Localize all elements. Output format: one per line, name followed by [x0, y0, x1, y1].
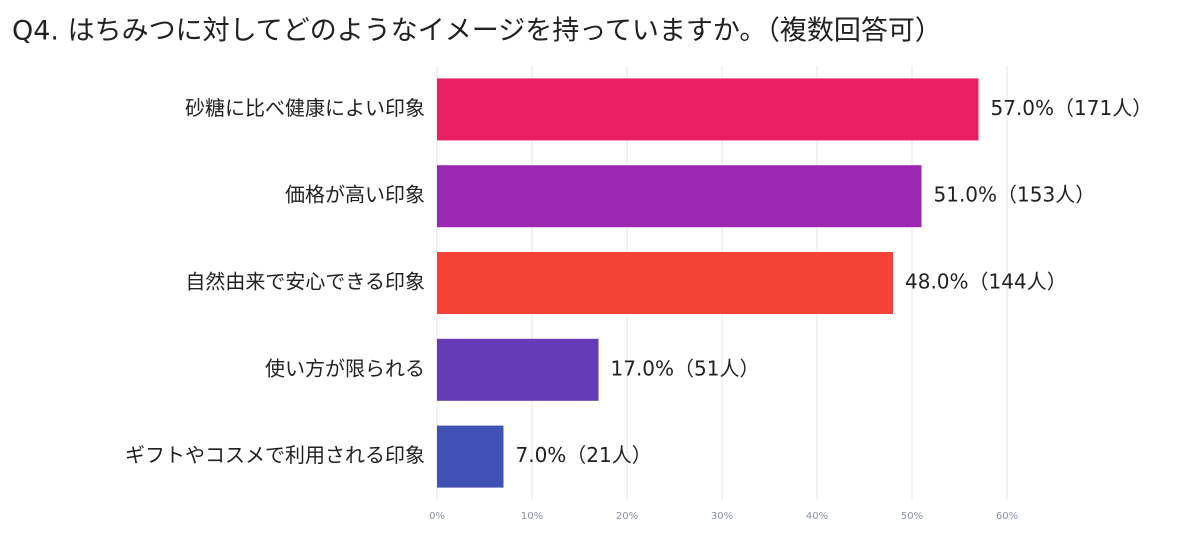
x-tick-label: 60%: [996, 511, 1018, 522]
x-tick-label: 10%: [521, 511, 543, 522]
y-tick-label: 使い方が限られる: [265, 356, 425, 380]
bar: [437, 425, 504, 488]
chart-title: Q4. はちみつに対してどのようなイメージを持っていますか。（複数回答可）: [12, 16, 942, 47]
y-tick-label: ギフトやコスメで利用される印象: [125, 443, 425, 467]
value-label: 51.0%（153人）: [934, 183, 1096, 207]
x-tick-label: 20%: [616, 511, 638, 522]
value-label: 48.0%（144人）: [905, 270, 1067, 294]
value-label: 57.0%（171人）: [991, 96, 1153, 120]
x-tick-label: 40%: [806, 511, 828, 522]
bar: [437, 252, 893, 314]
value-label: 17.0%（51人）: [611, 356, 760, 380]
x-tick-label: 30%: [711, 511, 733, 522]
bar: [437, 165, 922, 228]
y-tick-label: 価格が高い印象: [285, 183, 425, 207]
value-label: 7.0%（21人）: [516, 443, 652, 467]
y-tick-label: 自然由来で安心できる印象: [185, 270, 425, 294]
bar: [437, 338, 599, 401]
x-tick-label: 50%: [901, 511, 923, 522]
y-tick-label: 砂糖に比べ健康によい印象: [185, 96, 425, 120]
bar: [437, 78, 979, 141]
x-tick-label: 0%: [429, 511, 445, 522]
